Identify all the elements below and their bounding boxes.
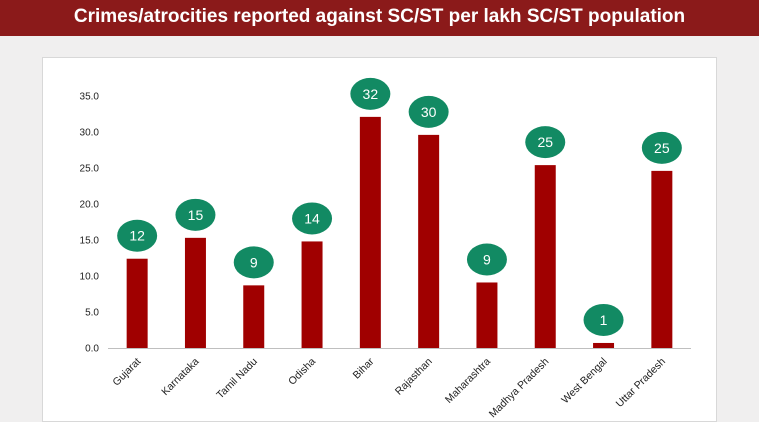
bar xyxy=(301,241,323,348)
data-label: 1 xyxy=(600,312,608,328)
y-tick-label: 15.0 xyxy=(80,236,100,247)
y-tick-label: 20.0 xyxy=(80,200,100,211)
bar xyxy=(476,282,498,348)
bar xyxy=(534,165,556,348)
x-tick-label: Karnataka xyxy=(159,356,201,398)
x-tick-label: Bihar xyxy=(351,355,377,381)
data-label: 25 xyxy=(654,140,670,156)
data-label: 15 xyxy=(188,207,204,223)
x-tick-label: Uttar Pradesh xyxy=(614,356,668,410)
data-label: 9 xyxy=(483,251,491,267)
data-label-bubble xyxy=(233,246,274,279)
data-label: 12 xyxy=(129,228,145,244)
data-label: 14 xyxy=(304,210,320,226)
bar xyxy=(651,170,673,348)
x-tick-label: Tamil Nadu xyxy=(214,356,260,402)
data-label: 32 xyxy=(363,86,379,102)
y-tick-label: 25.0 xyxy=(80,164,100,175)
data-label-bubble xyxy=(117,219,158,252)
y-tick-label: 30.0 xyxy=(80,128,100,139)
x-tick-label: Rajasthan xyxy=(393,356,435,398)
data-label-bubble xyxy=(350,77,391,110)
bar xyxy=(593,342,615,348)
x-tick-label: Madhya Pradesh xyxy=(487,356,552,421)
bar xyxy=(418,134,440,348)
data-label-bubble xyxy=(583,303,624,336)
data-label: 9 xyxy=(250,254,258,270)
title-banner xyxy=(0,0,759,36)
bar xyxy=(126,258,148,348)
y-tick-label: 10.0 xyxy=(80,272,100,283)
bar xyxy=(359,116,381,348)
data-label-bubble xyxy=(175,198,216,231)
x-tick-label: Gujarat xyxy=(110,356,143,389)
bar xyxy=(243,285,265,348)
x-tick-label: West Bengal xyxy=(559,356,609,406)
data-label-bubble xyxy=(408,95,449,128)
data-label: 25 xyxy=(537,134,553,150)
data-label-bubble xyxy=(525,126,566,159)
chart-title: Crimes/atrocities reported against SC/ST… xyxy=(73,6,686,27)
data-label-bubble xyxy=(641,131,682,164)
data-label-bubble xyxy=(292,202,333,235)
data-label-bubble xyxy=(466,243,507,276)
x-tick-label: Maharashtra xyxy=(443,356,493,406)
data-label: 30 xyxy=(421,104,437,120)
y-tick-label: 0.0 xyxy=(85,344,99,355)
x-tick-label: Odisha xyxy=(286,356,318,388)
bar xyxy=(184,237,206,348)
y-tick-label: 35.0 xyxy=(80,92,100,103)
y-tick-label: 5.0 xyxy=(85,308,99,319)
